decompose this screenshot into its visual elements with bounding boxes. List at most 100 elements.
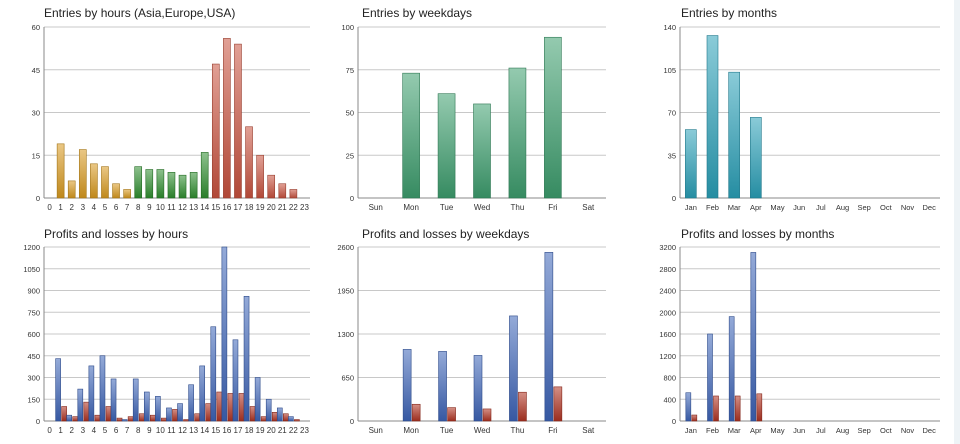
entries-hours-xtick-label: 13 — [189, 203, 198, 212]
entries-months-xtick-label: Jun — [793, 203, 805, 212]
entries-weekdays-xtick-label: Sun — [369, 203, 383, 212]
entries-weekdays-bar-fri — [544, 36, 562, 199]
entries-hours-xtick-label: 19 — [256, 203, 265, 212]
pl-weekdays-xtick-label: Tue — [440, 426, 454, 435]
pl-hours-bar-profit-12 — [177, 403, 183, 422]
entries-hours-xtick-label: 20 — [267, 203, 276, 212]
entries-months-bar-feb — [706, 35, 719, 199]
entries-hours-bar-19 — [256, 154, 264, 199]
pl-hours-bar-loss-5 — [105, 406, 112, 422]
pl-hours-bar-profit-9 — [143, 391, 150, 422]
pl-weekdays-xtick-label: Sat — [582, 426, 595, 435]
pl-months-xtick-label: Nov — [901, 426, 915, 435]
entries-months-xtick-label: Apr — [750, 203, 762, 212]
pl-weekdays-ytick-label: 1950 — [337, 287, 354, 296]
pl-months-xtick-label: Oct — [880, 426, 893, 435]
pl-weekdays-bar-loss-fri — [553, 386, 563, 422]
pl-hours-bar-profit-5 — [99, 355, 106, 422]
pl-hours-bar-profit-16 — [221, 246, 228, 422]
entries-months-ytick-label: 35 — [668, 151, 676, 160]
pl-months-ytick-label: 1200 — [659, 352, 676, 361]
entries-hours-xtick-label: 22 — [289, 203, 298, 212]
entries-hours-bar-6 — [112, 183, 120, 199]
pl-weekdays-bar-profit-mon — [402, 349, 412, 422]
entries-months-title: Entries by months — [681, 6, 777, 20]
pl-hours-bar-profit-11 — [166, 407, 172, 422]
pl-hours-xtick-label: 4 — [92, 426, 97, 435]
entries-weekdays-bar-tue — [437, 93, 456, 199]
entries-hours-ytick-label: 60 — [32, 23, 40, 32]
pl-weekdays-xtick-label: Sun — [369, 426, 383, 435]
pl-hours-bar-loss-20 — [271, 411, 278, 422]
entries-hours-xtick-label: 15 — [211, 203, 220, 212]
pl-hours-xtick-label: 11 — [167, 426, 176, 435]
pl-hours-bar-loss-3 — [83, 401, 90, 422]
entries-hours-bar-3 — [78, 149, 87, 199]
pl-weekdays-bar-profit-tue — [438, 351, 447, 422]
entries-months-ytick-label: 70 — [668, 109, 676, 118]
pl-hours-bar-profit-13 — [188, 384, 194, 422]
entries-weekdays-bar-mon — [402, 72, 420, 199]
pl-weekdays-ytick-label: 2600 — [337, 243, 354, 252]
pl-weekdays-xtick-label: Mon — [403, 426, 419, 435]
entries-hours-bar-16 — [223, 38, 231, 199]
pl-hours-xtick-label: 23 — [300, 426, 309, 435]
entries-hours-ytick-label: 15 — [32, 151, 40, 160]
entries-hours-xtick-label: 4 — [92, 203, 97, 212]
pl-hours-bar-profit-2 — [66, 414, 73, 422]
entries-months-xtick-label: Jan — [685, 203, 697, 212]
entries-weekdays-xtick-label: Tue — [440, 203, 454, 212]
pl-months-bar-profit-apr — [750, 252, 757, 422]
pl-hours-bar-profit-21 — [276, 407, 283, 422]
entries-hours-bar-7 — [123, 189, 131, 199]
pl-months-xtick-label: Dec — [922, 426, 936, 435]
pl-hours-bar-loss-10 — [161, 417, 167, 422]
pl-hours-bar-loss-15 — [216, 391, 223, 422]
pl-months-bar-profit-mar — [728, 316, 735, 422]
entries-weekdays-xtick-label: Wed — [474, 203, 490, 212]
pl-hours-bar-profit-3 — [77, 388, 84, 422]
entries-months-xtick-label: Jul — [816, 203, 826, 212]
pl-hours-xtick-label: 14 — [200, 426, 209, 435]
entries-months-ytick-label: 140 — [663, 23, 676, 32]
entries-months-bar-mar — [728, 71, 740, 199]
entries-months-xtick-label: Dec — [922, 203, 936, 212]
pl-weekdays-bar-profit-wed — [473, 355, 483, 422]
pl-hours-bar-loss-2 — [72, 416, 79, 422]
pl-hours-bar-profit-15 — [210, 326, 217, 422]
pl-hours-xtick-label: 1 — [58, 426, 63, 435]
pl-hours-bar-profit-18 — [243, 295, 250, 422]
pl-weekdays-bar-profit-fri — [544, 252, 554, 422]
pl-hours-bar-loss-22 — [294, 419, 300, 422]
entries-hours-bar-12 — [178, 174, 187, 199]
entries-weekdays-bar-wed — [473, 103, 491, 199]
pl-months-ytick-label: 800 — [663, 374, 676, 383]
pl-weekdays-bar-loss-thu — [518, 391, 527, 422]
pl-months-xtick-label: Aug — [836, 426, 849, 435]
pl-hours-bar-profit-10 — [155, 396, 161, 422]
entries-months-xtick-label: Sep — [857, 203, 870, 212]
pl-weekdays-ytick-label: 0 — [350, 417, 354, 426]
entries-weekdays-xtick-label: Fri — [548, 203, 558, 212]
pl-hours-xtick-label: 8 — [136, 426, 141, 435]
pl-months-bar-loss-jan — [691, 414, 698, 422]
pl-hours-bar-loss-19 — [260, 416, 267, 422]
right-edge-strip — [954, 0, 960, 444]
entries-hours-bar-15 — [211, 63, 220, 199]
entries-hours-bar-2 — [67, 180, 76, 199]
entries-hours-xtick-label: 3 — [81, 203, 86, 212]
entries-weekdays-ytick-label: 0 — [350, 194, 354, 203]
pl-months-xtick-label: Feb — [706, 426, 719, 435]
entries-hours-bar-22 — [289, 189, 298, 199]
pl-weekdays-xtick-label: Wed — [474, 426, 490, 435]
entries-hours-bar-20 — [267, 174, 276, 199]
entries-hours-xtick-label: 8 — [136, 203, 141, 212]
entries-hours-xtick-label: 2 — [69, 203, 74, 212]
pl-months-title: Profits and losses by months — [681, 227, 834, 241]
pl-weekdays-ytick-label: 1300 — [337, 330, 354, 339]
entries-hours-bar-21 — [278, 183, 287, 199]
entries-months-xtick-label: May — [770, 203, 784, 212]
entries-months-ytick-label: 0 — [672, 194, 676, 203]
entries-hours-bar-14 — [200, 152, 209, 199]
